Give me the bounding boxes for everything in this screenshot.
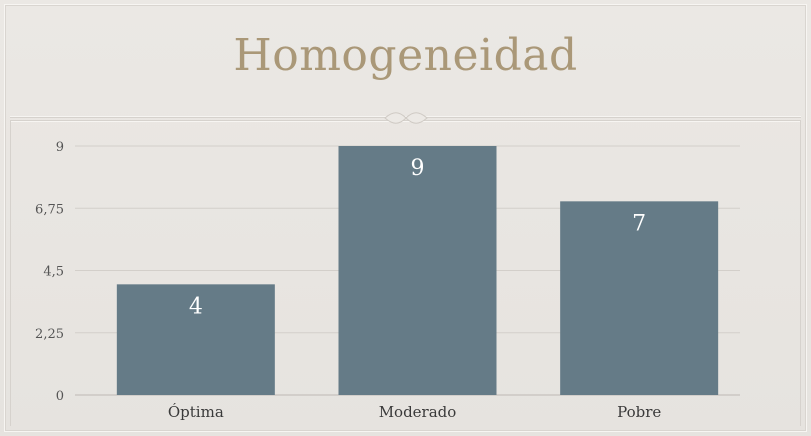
x-tick-label: Moderado [379,403,457,421]
bar [560,201,719,395]
slide-border [4,4,807,432]
x-tick-label: Pobre [617,403,661,421]
bar-value-label: 7 [632,211,646,236]
chart-title: Homogeneidad [233,30,578,81]
y-tick-label: 9 [56,140,64,155]
y-tick-label: 0 [56,389,64,404]
y-tick-label: 2,25 [35,327,64,342]
chart-panel [10,120,801,426]
divider-ornament [384,112,428,124]
bar-value-label: 4 [189,294,203,319]
bar-value-label: 9 [411,156,425,181]
y-tick-label: 6,75 [35,202,64,217]
x-tick-label: Óptima [168,403,224,421]
y-tick-label: 4,5 [43,265,64,280]
bar [116,284,275,395]
bar [338,146,497,395]
